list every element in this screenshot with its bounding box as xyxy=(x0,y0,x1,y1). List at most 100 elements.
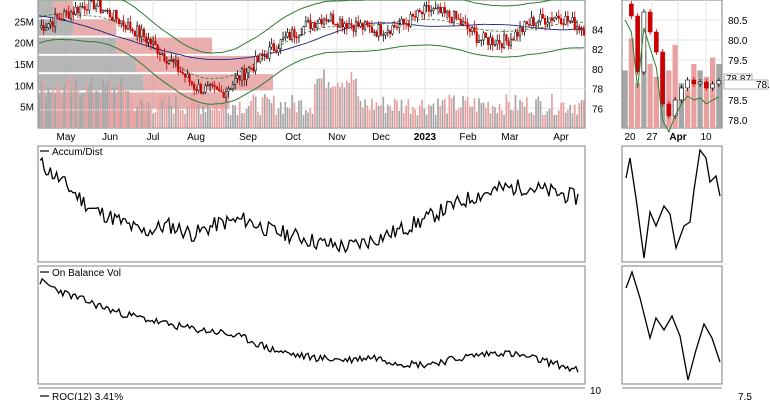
volume-bar xyxy=(514,94,517,128)
candle-body xyxy=(277,48,280,53)
candle-body xyxy=(562,23,565,25)
volume-bar xyxy=(528,113,530,128)
volume-bar xyxy=(576,114,578,128)
volume-bar xyxy=(195,102,198,128)
candle-body xyxy=(44,27,48,31)
candle-body xyxy=(368,24,371,28)
volume-bar xyxy=(216,103,218,128)
volume-bar xyxy=(407,99,410,128)
candle-body xyxy=(550,17,554,21)
candle-body xyxy=(338,18,342,28)
candle-body xyxy=(427,5,430,12)
volume-bar xyxy=(257,111,259,128)
x-tick: Jun xyxy=(102,132,118,143)
volume-bar xyxy=(546,111,549,128)
volume-bar xyxy=(387,104,389,128)
volume-bar xyxy=(569,105,572,128)
volume-bar xyxy=(464,100,467,128)
volume-bar xyxy=(136,106,138,128)
volume-bar xyxy=(557,110,560,128)
volume-bar xyxy=(95,90,97,128)
candle-body xyxy=(482,32,485,41)
price-panel: 76 78 80 82 84 5M 10M 15M 20M 25M May Jun Jul Aug Se… xyxy=(15,0,604,143)
obv-panel: On Balance Vol 10 xyxy=(37,265,723,397)
candle-body xyxy=(364,21,367,30)
candle-body xyxy=(154,40,157,45)
volume-bar xyxy=(238,101,241,128)
candle-body xyxy=(414,16,417,18)
candle-body xyxy=(530,17,533,26)
candle-body xyxy=(215,86,218,90)
volume-bar xyxy=(49,92,52,128)
volume-bar xyxy=(88,85,91,128)
volume-bar xyxy=(402,112,405,128)
candle-body xyxy=(373,31,376,33)
candle-body xyxy=(379,24,383,36)
candle-body xyxy=(209,84,212,86)
volume-bar xyxy=(526,97,528,128)
volume-bar xyxy=(247,105,250,128)
candle-body xyxy=(199,84,203,94)
volume-bar xyxy=(145,103,148,128)
volume-bar xyxy=(213,104,216,128)
volume-bar xyxy=(86,82,88,128)
candle-body xyxy=(179,71,182,73)
volume-bar xyxy=(147,102,150,128)
candle-body xyxy=(63,11,66,20)
candle-body xyxy=(446,10,449,14)
volume-bar xyxy=(330,87,332,128)
candle-body xyxy=(181,72,184,75)
candle-body xyxy=(188,73,191,83)
candle-body xyxy=(361,22,364,30)
candle-body xyxy=(295,36,298,39)
volume-bar xyxy=(412,106,414,128)
detail-y-tick: 80.0 xyxy=(728,36,748,47)
candle-body xyxy=(425,5,428,7)
volume-bar xyxy=(471,107,474,128)
volume-bar xyxy=(113,85,116,128)
volume-bar xyxy=(309,108,312,128)
volume-bar xyxy=(245,108,248,128)
volume-bar xyxy=(510,109,512,128)
volume-bar xyxy=(254,96,257,128)
x-tick: Apr xyxy=(553,132,569,143)
candle-body xyxy=(553,17,556,21)
volume-bar xyxy=(478,98,480,128)
volume-bar xyxy=(83,95,86,128)
detail-volume-bar xyxy=(691,64,697,128)
volume-bar xyxy=(127,90,129,128)
price-y-tick: 78 xyxy=(592,85,604,96)
candle-body xyxy=(503,34,506,48)
detail-volume-bar xyxy=(635,83,641,128)
candle-body xyxy=(398,24,401,28)
candle-body xyxy=(115,10,118,20)
volume-bar xyxy=(377,105,380,128)
volume-bar xyxy=(47,86,50,128)
candle-body xyxy=(575,26,579,30)
volume-bar xyxy=(345,80,348,128)
candle-body xyxy=(190,81,193,85)
candle-body xyxy=(509,38,512,47)
volume-bar xyxy=(455,110,458,128)
x-tick: 2023 xyxy=(414,132,437,143)
volume-bar xyxy=(551,93,553,128)
volume-bar xyxy=(530,112,533,128)
volume-bar xyxy=(188,107,191,128)
volume-bar xyxy=(165,105,168,128)
last-price-label: 78.98 xyxy=(756,80,770,91)
candle-body xyxy=(448,10,451,18)
volume-bar xyxy=(156,107,159,128)
candle-body xyxy=(227,88,230,92)
candle-body xyxy=(336,24,339,28)
accum-dist-detail-line xyxy=(625,148,721,259)
candle-body xyxy=(528,23,531,26)
candle-body xyxy=(240,68,244,81)
volume-bar xyxy=(250,100,252,128)
last-price-label: 78.87 xyxy=(726,74,751,85)
volume-bar xyxy=(482,102,485,128)
candle-body xyxy=(457,18,460,20)
detail-volume-bar xyxy=(697,70,703,128)
volume-bar xyxy=(229,115,232,128)
